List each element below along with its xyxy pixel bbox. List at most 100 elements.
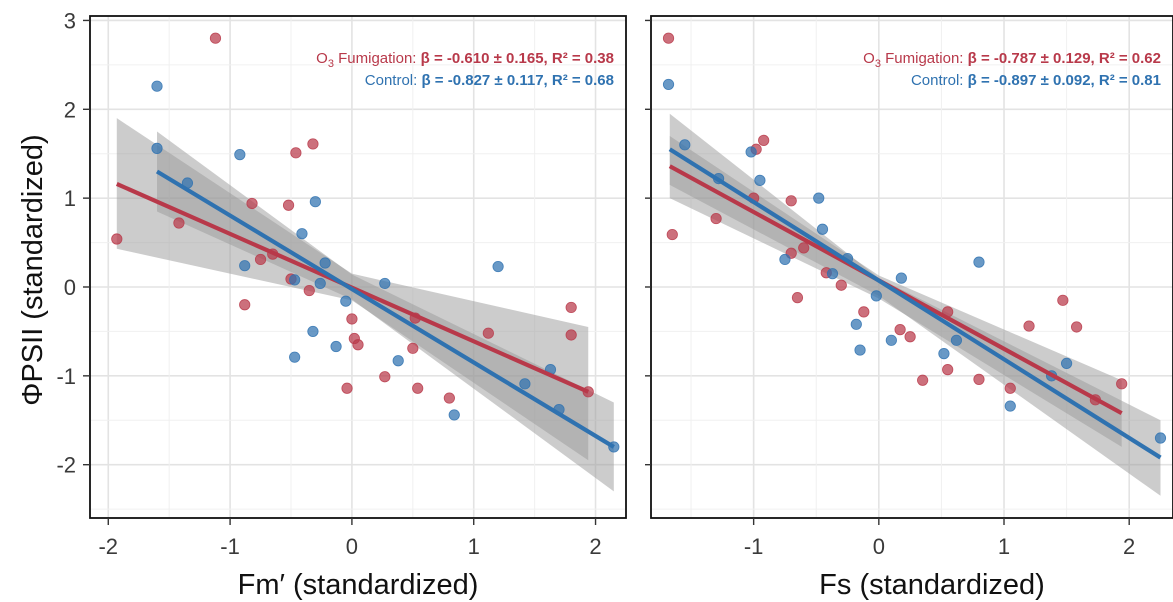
- point-o3-3: [239, 299, 251, 311]
- x-tick-label: 2: [1123, 534, 1135, 559]
- point-control-0: [662, 78, 675, 91]
- fit-line-control: [155, 169, 615, 449]
- y-tick-label: 3: [64, 8, 76, 33]
- y-tick-label: 1: [64, 186, 76, 211]
- point-control-10: [850, 318, 862, 330]
- point-o3-14: [904, 331, 916, 343]
- fit-line-control: [668, 147, 1162, 460]
- point-control-4: [239, 260, 251, 272]
- annotation-control: Control: β = -0.897 ± 0.092, R² = 0.81: [911, 72, 1161, 89]
- annotation-control: Control: β = -0.827 ± 0.117, R² = 0.68: [365, 72, 614, 89]
- point-control-8: [826, 268, 839, 280]
- point-o3-19: [1004, 382, 1016, 394]
- x-tick-label: -1: [744, 534, 764, 559]
- point-control-12: [870, 290, 882, 302]
- point-o3-21: [482, 327, 494, 339]
- point-o3-12: [858, 306, 870, 318]
- annotation-o3: O3 Fumigation: β = -0.787 ± 0.129, R² = …: [863, 50, 1161, 70]
- point-o3-5: [254, 253, 267, 266]
- y-tick-label: -1: [56, 364, 76, 389]
- point-o3-6: [785, 195, 797, 207]
- point-o3-0: [662, 32, 675, 44]
- point-control-21: [1154, 432, 1167, 444]
- point-o3-12: [346, 313, 358, 325]
- point-o3-22: [565, 301, 577, 314]
- point-control-0: [151, 80, 163, 92]
- point-control-18: [519, 378, 531, 390]
- panel-right: -1 0 1 2 Fs (standardized) O3 Fumigation: β =…: [645, 15, 1173, 601]
- point-o3-5: [758, 134, 770, 146]
- x-tick-label: 0: [346, 534, 358, 559]
- point-o3-17: [942, 364, 954, 376]
- point-o3-14: [352, 339, 364, 351]
- point-control-3: [234, 149, 246, 161]
- point-control-14: [895, 272, 907, 284]
- point-control-5: [779, 253, 791, 266]
- x-tick-label: -1: [220, 534, 240, 559]
- point-control-16: [448, 409, 460, 421]
- point-control-17: [492, 260, 504, 273]
- panel-border: [650, 15, 1173, 519]
- point-o3-23: [565, 329, 577, 341]
- point-control-6: [289, 351, 301, 363]
- point-o3-11: [307, 138, 319, 150]
- point-o3-24: [1116, 378, 1128, 390]
- y-tick-label: 0: [64, 275, 76, 300]
- point-o3-4: [246, 197, 258, 210]
- point-o3-20: [443, 392, 455, 404]
- point-control-7: [296, 228, 308, 240]
- point-o3-2: [710, 212, 722, 225]
- point-control-20: [1060, 357, 1073, 370]
- point-control-1: [679, 139, 691, 151]
- point-o3-13: [894, 324, 906, 336]
- point-control-4: [754, 174, 766, 186]
- point-control-7: [816, 223, 829, 235]
- point-control-10: [314, 277, 326, 290]
- y-tick-label: -2: [56, 453, 76, 478]
- point-o3-15: [341, 382, 353, 394]
- point-o3-20: [1023, 320, 1035, 332]
- x-tick-label: 1: [468, 534, 480, 559]
- point-o3-1: [666, 228, 678, 241]
- x-tick-label: 2: [589, 534, 601, 559]
- point-o3-10: [303, 284, 315, 297]
- point-control-3: [745, 146, 757, 158]
- panel-border: [89, 15, 627, 519]
- point-control-8: [307, 325, 319, 338]
- point-control-14: [379, 277, 391, 290]
- point-o3-18: [412, 382, 424, 394]
- point-o3-7: [282, 199, 295, 211]
- point-o3-11: [835, 279, 847, 291]
- point-control-15: [938, 348, 950, 360]
- point-control-1: [151, 142, 163, 154]
- point-control-5: [289, 274, 301, 286]
- point-o3-22: [1071, 321, 1083, 333]
- point-o3-18: [973, 373, 985, 385]
- point-control-9: [309, 196, 321, 208]
- point-control-17: [973, 256, 985, 268]
- point-o3-16: [379, 371, 391, 383]
- point-control-6: [813, 192, 825, 204]
- point-control-16: [950, 334, 963, 346]
- point-o3-2: [173, 217, 185, 229]
- point-o3-17: [407, 342, 419, 354]
- point-control-12: [330, 340, 342, 353]
- point-o3-21: [1057, 294, 1069, 306]
- point-control-13: [885, 334, 897, 346]
- point-o3-9: [290, 147, 302, 159]
- x-tick-label: 0: [873, 534, 885, 559]
- point-control-11: [319, 257, 331, 269]
- point-control-15: [392, 355, 404, 367]
- y-tick-label: 2: [64, 97, 76, 122]
- annotation-o3: O3 Fumigation: β = -0.610 ± 0.165, R² = …: [316, 50, 614, 70]
- point-control-18: [1004, 400, 1016, 412]
- x-axis-label: Fs (standardized): [819, 569, 1045, 601]
- panel-left: -2 -1 0 1 2 -2 -1 0 1 2 3 Fm′ (standardized) O3 Fumi…: [56, 8, 627, 601]
- y-axis-label: ΦPSII (standardized): [17, 134, 49, 405]
- point-o3-15: [917, 374, 929, 386]
- point-control-11: [854, 344, 866, 356]
- point-control-13: [340, 295, 352, 307]
- x-axis-label: Fm′ (standardized): [238, 569, 479, 601]
- point-o3-9: [798, 242, 810, 254]
